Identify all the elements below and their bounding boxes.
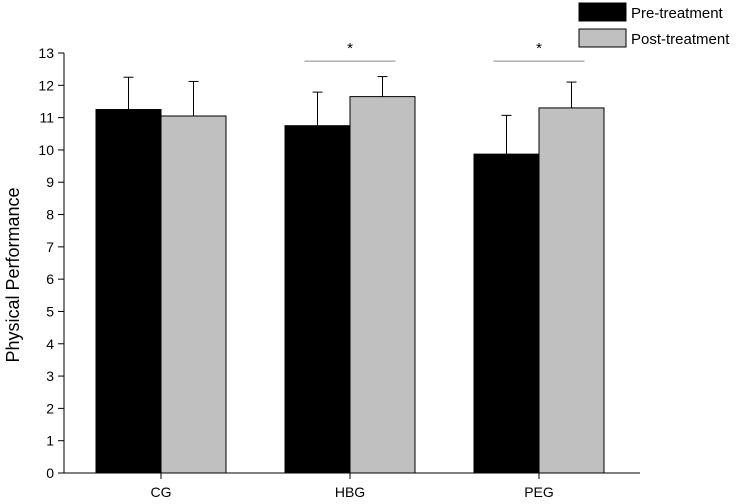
y-tick-label: 7	[46, 239, 54, 255]
y-tick-label: 12	[38, 77, 54, 93]
x-tick-label: PEG	[524, 484, 554, 500]
bar-cg-post	[160, 115, 227, 474]
y-axis-title: Physical Performance	[3, 187, 23, 362]
error-bars	[123, 76, 577, 155]
x-tick-label: CG	[151, 484, 172, 500]
y-tick-label: 2	[46, 400, 54, 416]
significance-markers: * *	[304, 40, 585, 62]
y-tick-label: 3	[46, 368, 54, 384]
y-tick-label: 5	[46, 303, 54, 319]
legend: Pre-treatment Post-treatment	[578, 2, 730, 48]
bar-hbg-post	[349, 96, 416, 474]
y-tick-label: 9	[46, 174, 54, 190]
x-axis: CG HBG PEG	[64, 472, 640, 500]
legend-swatch	[578, 2, 627, 22]
y-tick-label: 13	[38, 45, 54, 61]
bar-cg-pre	[95, 109, 162, 474]
bars	[95, 96, 605, 474]
y-tick-label: 8	[46, 207, 54, 223]
significance-star: *	[347, 40, 353, 57]
bar-peg-pre	[473, 153, 540, 474]
bar-hbg-pre	[284, 125, 351, 474]
y-tick-label: 6	[46, 271, 54, 287]
bar-peg-post	[538, 107, 605, 474]
legend-swatch	[578, 28, 627, 48]
y-tick-label: 4	[46, 336, 54, 352]
y-tick-label: 11	[39, 110, 54, 126]
legend-label: Post-treatment	[631, 31, 730, 48]
y-tick-label: 10	[38, 142, 54, 158]
y-tick-label: 0	[46, 465, 54, 481]
y-tick-label: 1	[46, 433, 54, 449]
legend-label: Pre-treatment	[631, 5, 724, 22]
significance-star: *	[536, 40, 542, 57]
x-tick-label: HBG	[335, 484, 365, 500]
